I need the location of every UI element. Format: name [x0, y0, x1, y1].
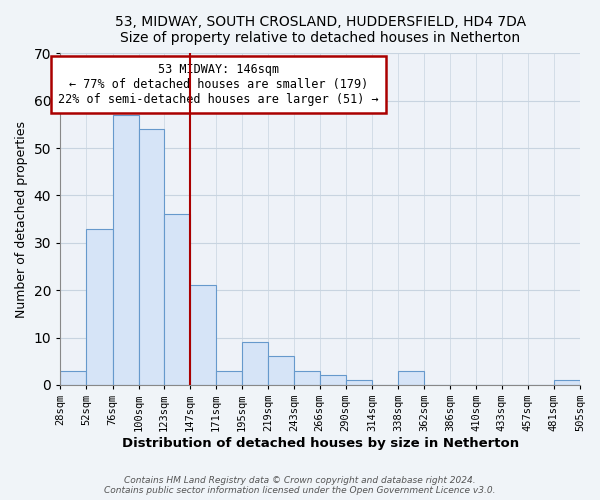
Bar	[164, 214, 190, 385]
Bar	[86, 228, 113, 385]
Text: Contains HM Land Registry data © Crown copyright and database right 2024.
Contai: Contains HM Land Registry data © Crown c…	[104, 476, 496, 495]
Title: 53, MIDWAY, SOUTH CROSLAND, HUDDERSFIELD, HD4 7DA
Size of property relative to d: 53, MIDWAY, SOUTH CROSLAND, HUDDERSFIELD…	[115, 15, 526, 45]
Bar	[295, 370, 320, 385]
Bar	[346, 380, 372, 385]
Bar	[113, 115, 139, 385]
Bar	[139, 129, 164, 385]
Bar	[190, 286, 216, 385]
Bar	[60, 370, 86, 385]
Bar	[320, 376, 346, 385]
Bar	[398, 370, 424, 385]
Bar	[242, 342, 268, 385]
Text: 53 MIDWAY: 146sqm
← 77% of detached houses are smaller (179)
22% of semi-detache: 53 MIDWAY: 146sqm ← 77% of detached hous…	[58, 64, 379, 106]
Bar	[216, 370, 242, 385]
Bar	[268, 356, 295, 385]
Y-axis label: Number of detached properties: Number of detached properties	[15, 120, 28, 318]
X-axis label: Distribution of detached houses by size in Netherton: Distribution of detached houses by size …	[122, 437, 518, 450]
Bar	[554, 380, 580, 385]
